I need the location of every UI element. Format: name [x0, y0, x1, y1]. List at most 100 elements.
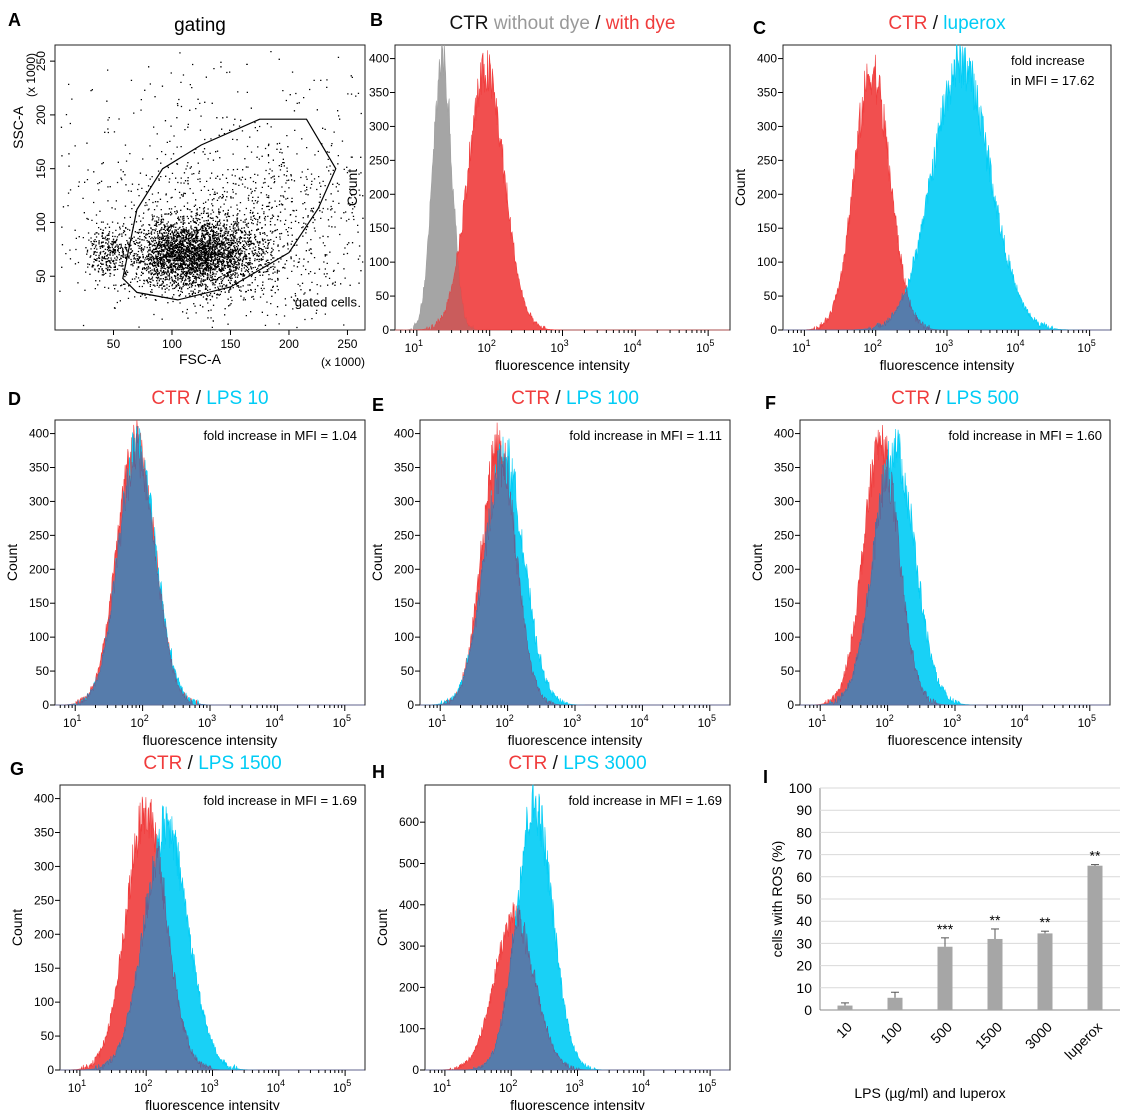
- tick-base: 10: [68, 1081, 82, 1095]
- tick-base: 10: [698, 716, 712, 730]
- title-part: with dye: [605, 13, 676, 34]
- tick-base: 10: [698, 1081, 712, 1095]
- y-tick-label: 150: [774, 596, 794, 610]
- panel-letter: I: [763, 767, 768, 787]
- y-tick-label: 200: [34, 105, 48, 125]
- bar: [887, 997, 903, 1010]
- tick-base: 10: [477, 341, 491, 355]
- y-tick-label: 500: [399, 856, 419, 870]
- tick-exponent: 4: [279, 713, 284, 723]
- tick-base: 10: [130, 716, 144, 730]
- x-tick-label: 500: [927, 1019, 955, 1047]
- y-tick-label: 100: [789, 780, 813, 796]
- x-tick-label: 50: [107, 337, 121, 351]
- y-tick-label: 50: [781, 664, 795, 678]
- panel-title: CTR / LPS 500: [891, 388, 1019, 409]
- y-tick-label: 0: [407, 698, 414, 712]
- tick-exponent: 4: [636, 338, 641, 348]
- bar: [987, 938, 1003, 1010]
- y-axis-label: Count: [369, 544, 385, 581]
- x-tick-label: 101: [792, 338, 810, 355]
- mfi-annotation: fold increase: [1011, 53, 1085, 68]
- y-tick-label: 350: [757, 86, 777, 100]
- histogram-overlap: [60, 841, 365, 1071]
- tick-base: 10: [267, 1081, 281, 1095]
- tick-base: 10: [200, 1081, 214, 1095]
- tick-exponent: 2: [147, 1078, 152, 1088]
- tick-exponent: 4: [280, 1078, 285, 1088]
- y-axis-label: Count: [9, 909, 25, 946]
- tick-base: 10: [630, 716, 644, 730]
- tick-base: 10: [63, 716, 77, 730]
- panel-e: E CTR / LPS 100 0 50 100 150 200 250 300 350 400 10…: [369, 388, 731, 748]
- x-tick-label: 3000: [1022, 1019, 1055, 1052]
- x-tick-label: 104: [267, 1078, 285, 1095]
- y-tick-label: 200: [774, 562, 794, 576]
- title-part: CTR: [508, 753, 547, 774]
- tick-exponent: 5: [1091, 713, 1096, 723]
- tick-exponent: 3: [579, 1078, 584, 1088]
- x-tick-label: 102: [130, 713, 148, 730]
- tick-exponent: 4: [644, 713, 649, 723]
- tick-exponent: 1: [806, 338, 811, 348]
- tick-base: 10: [1078, 716, 1092, 730]
- tick-exponent: 2: [512, 1078, 517, 1088]
- y-tick-label: 600: [399, 815, 419, 829]
- bar: [937, 946, 953, 1010]
- y-tick-label: 0: [47, 1063, 54, 1077]
- x-tick-label: 102: [477, 338, 495, 355]
- title-part: without dye: [489, 13, 590, 34]
- x-axis-label: LPS (µg/ml) and luperox: [854, 1085, 1005, 1101]
- tick-exponent: 5: [711, 1078, 716, 1088]
- panel-title: CTR / luperox: [888, 13, 1006, 34]
- y-tick-label: 0: [787, 698, 794, 712]
- y-tick-label: 400: [29, 427, 49, 441]
- panel-i: I 0 10 20 30 40 50 60 70 80 90 100 10 100 *** 500 ** 1500…: [763, 767, 1120, 1101]
- x-tick-label: 150: [220, 337, 240, 351]
- title-part: LPS 500: [946, 388, 1019, 409]
- panel-b: B CTR without dye / with dye 0 50 100 150 200 2…: [344, 10, 731, 373]
- title-part: CTR: [891, 388, 930, 409]
- y-tick-label: 300: [34, 859, 54, 873]
- x-tick-label: 104: [1010, 713, 1028, 730]
- x-axis-label: FSC-A: [179, 351, 222, 367]
- tick-base: 10: [696, 341, 710, 355]
- y-tick-label: 10: [796, 980, 812, 996]
- y-tick-label: 350: [394, 461, 414, 475]
- title-part: /: [550, 388, 566, 409]
- panel-letter: H: [372, 762, 385, 782]
- panel-letter: A: [8, 10, 21, 30]
- y-unit-label: (x 1000): [24, 53, 38, 97]
- y-tick-label: 0: [412, 1063, 419, 1077]
- x-tick-label: 105: [1078, 713, 1096, 730]
- y-tick-label: 20: [796, 958, 812, 974]
- plot-frame: [799, 419, 1111, 706]
- x-tick-label: 10: [833, 1019, 855, 1041]
- tick-exponent: 5: [709, 338, 714, 348]
- tick-exponent: 2: [889, 713, 894, 723]
- y-tick-label: 250: [29, 528, 49, 542]
- y-tick-label: 300: [369, 119, 389, 133]
- x-tick-label: 1500: [972, 1019, 1005, 1052]
- panel-title: CTR / LPS 1500: [143, 753, 281, 774]
- x-tick-label: 105: [1077, 338, 1095, 355]
- y-tick-label: 400: [34, 792, 54, 806]
- bar: [837, 1005, 853, 1010]
- y-tick-label: 150: [34, 158, 48, 178]
- title-part: LPS 10: [206, 388, 268, 409]
- y-tick-label: 350: [34, 826, 54, 840]
- x-tick-label: luperox: [1061, 1019, 1105, 1063]
- y-tick-label: 400: [399, 898, 419, 912]
- panel-letter: C: [753, 18, 766, 38]
- x-tick-label: 104: [630, 713, 648, 730]
- tick-base: 10: [1010, 716, 1024, 730]
- y-tick-label: 200: [34, 927, 54, 941]
- tick-exponent: 3: [948, 338, 953, 348]
- panel-letter: G: [10, 759, 24, 779]
- y-tick-label: 0: [770, 323, 777, 337]
- y-tick-label: 50: [796, 891, 812, 907]
- panel-letter: B: [370, 10, 383, 30]
- tick-base: 10: [550, 341, 564, 355]
- significance-marker: **: [1090, 848, 1101, 864]
